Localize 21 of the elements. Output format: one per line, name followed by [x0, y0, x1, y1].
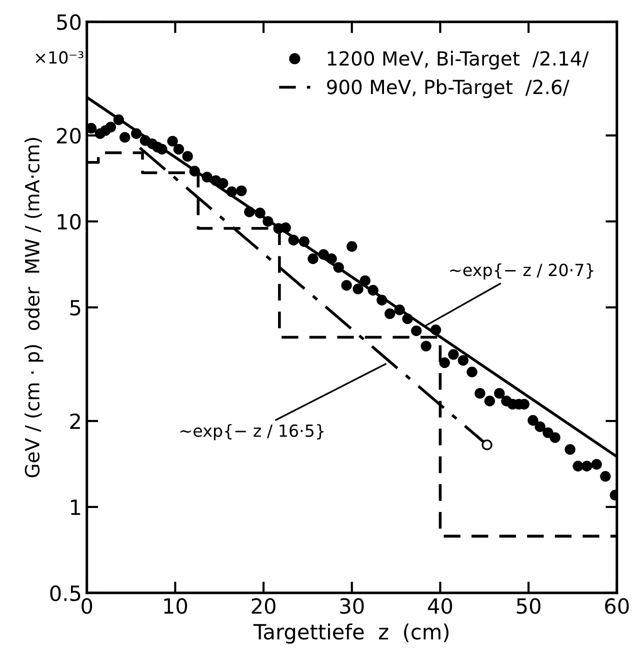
y-tick-label: 0.5: [50, 585, 80, 602]
y-tick-label: 50: [57, 14, 81, 30]
x-axis-title: Targettiefe z (cm): [253, 623, 448, 644]
x-tick-label: 0: [82, 598, 92, 614]
y-tick-label: 1: [71, 500, 80, 515]
y-tick-label: 2: [70, 413, 80, 429]
legend-label: 900 MeV, Pb-Target /2.6/: [327, 79, 570, 98]
annotation: ~exp{− z / 20·7}: [450, 263, 594, 280]
text: ×10⁻³: [36, 51, 84, 64]
x-tick-label: 10: [164, 598, 188, 614]
x-tick-label: 30: [340, 598, 364, 614]
x-tick-label: 50: [516, 598, 540, 614]
y-tick-label: 20: [57, 128, 81, 144]
x-tick-label: 40: [428, 598, 452, 614]
legend-label: 1200 MeV, Bi-Target /2.14/: [328, 50, 589, 70]
annotation: ~exp{− z / 16·5}: [180, 424, 324, 440]
y-tick-label: 10: [58, 214, 81, 230]
x-tick-label: 60: [605, 598, 629, 614]
x-tick-label: 20: [252, 598, 276, 614]
y-axis-title: GeV / (cm · p) oder MW / (mA·cm): [24, 138, 44, 478]
y-tick-label: 5: [70, 300, 80, 316]
